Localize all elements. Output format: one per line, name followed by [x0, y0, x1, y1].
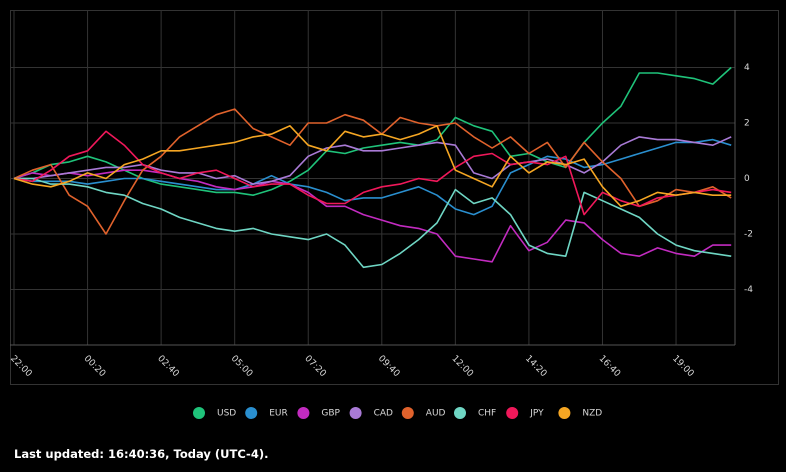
series-line — [14, 136, 732, 185]
x-tick-label: 12:00 — [449, 354, 475, 380]
legend-label: CHF — [478, 409, 496, 419]
chart-frame — [10, 10, 779, 385]
series-line — [13, 125, 732, 208]
x-tick-label: 19:00 — [670, 354, 696, 380]
legend-label: EUR — [269, 409, 288, 419]
legend-label: GBP — [321, 409, 340, 419]
legend-marker — [297, 407, 310, 419]
series-line — [13, 138, 732, 216]
legend-marker — [506, 407, 519, 419]
legend-marker — [349, 407, 362, 419]
x-tick-label: 00:20 — [82, 354, 108, 380]
x-tick-label: 07:20 — [302, 354, 328, 380]
chart: -4 -2 0 2 4 22:00 00:20 02:40 05:00 07:20 09:40 12:… — [8, 10, 779, 419]
series-line — [13, 66, 732, 196]
legend-marker — [193, 407, 205, 419]
x-tick-label: 14:20 — [523, 354, 549, 380]
x-tick-label: 09:40 — [376, 354, 402, 380]
x-tick-label: 16:40 — [597, 354, 623, 380]
y-tick-label: 4 — [744, 63, 750, 73]
legend-marker — [245, 407, 258, 419]
series-line — [13, 169, 732, 263]
legend-label: USD — [217, 409, 236, 419]
y-tick-label: 0 — [744, 174, 750, 184]
x-tick-label: 02:40 — [155, 354, 181, 380]
y-tick-label: -4 — [744, 285, 753, 295]
series-line — [13, 108, 732, 235]
y-tick-label: 2 — [744, 119, 750, 129]
x-tick-label: 22:00 — [8, 354, 34, 380]
legend-marker — [401, 407, 414, 419]
legend-label: NZD — [582, 409, 602, 419]
legend-marker — [558, 407, 571, 419]
last-updated: Last updated: 16:40:36, Today (UTC-4). — [14, 447, 269, 461]
legend-label: JPY — [529, 409, 544, 419]
series-line — [14, 177, 732, 269]
legend-marker — [454, 407, 466, 419]
legend-label: AUD — [426, 409, 446, 419]
y-tick-label: -2 — [744, 230, 753, 240]
legend-label: CAD — [374, 409, 393, 419]
x-tick-label: 05:00 — [229, 354, 255, 380]
